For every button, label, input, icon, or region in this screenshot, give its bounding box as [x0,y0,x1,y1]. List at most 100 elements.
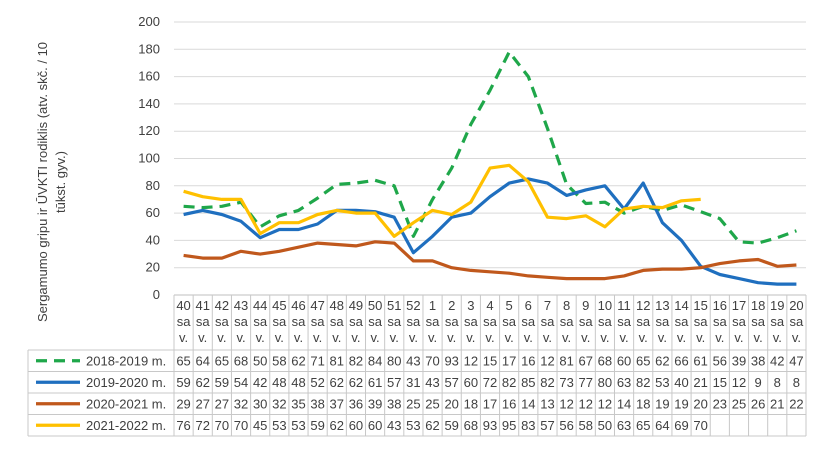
x-tick-suffix-sa: sa [234,314,249,329]
x-tick-suffix-v: v. [275,330,284,345]
x-tick-suffix-v: v. [409,330,418,345]
table-cell-value: 60 [349,418,363,433]
x-tick-suffix-v: v. [236,330,245,345]
table-cell-value: 43 [387,418,401,433]
x-tick-label: 1 [429,298,436,313]
table-cell-value: 32 [272,396,286,411]
table-cell-value: 31 [406,375,420,390]
table-cell-value: 81 [330,353,344,368]
x-tick-suffix-v: v. [677,330,686,345]
x-tick-suffix-sa: sa [579,314,594,329]
table-cell-value: 38 [751,353,765,368]
x-tick-suffix-sa: sa [675,314,690,329]
series-lines [183,50,797,286]
x-tick-suffix-sa: sa [694,314,709,329]
table-cell-value: 19 [655,396,669,411]
x-tick-suffix-sa: sa [560,314,575,329]
x-tick-suffix-sa: sa [368,314,383,329]
x-tick-label: 19 [770,298,784,313]
table-cell-value: 61 [368,375,382,390]
table-cell-value: 59 [176,375,190,390]
x-tick-suffix-sa: sa [196,314,211,329]
table-cell-value: 9 [755,375,762,390]
table-cell-value: 25 [406,396,420,411]
table-cell-value: 59 [310,418,324,433]
table-cell-value: 68 [234,353,248,368]
legend-label-3: 2020-2021 m. [86,396,166,411]
x-tick-suffix-v: v. [217,330,226,345]
x-tick-suffix-sa: sa [541,314,556,329]
table-cell-value: 48 [291,375,305,390]
legend-label-1: 2018-2019 m. [86,353,166,368]
table-cell-value: 17 [483,396,497,411]
x-tick-suffix-v: v. [734,330,743,345]
table-cell-value: 17 [502,353,516,368]
table-cell-value: 62 [425,418,439,433]
table-cell-value: 12 [732,375,746,390]
x-tick-label: 2 [448,298,455,313]
table-cell-value: 77 [579,375,593,390]
x-tick-suffix-v: v. [773,330,782,345]
table-cell-value: 38 [310,396,324,411]
table-cell-value: 84 [368,353,382,368]
table-cell-value: 43 [406,353,420,368]
x-tick-suffix-v: v. [543,330,552,345]
table-cell-value: 65 [176,353,190,368]
table-cell-value: 63 [617,418,631,433]
table-cell-value: 68 [598,353,612,368]
x-tick-label: 10 [598,298,612,313]
table-cell-value: 60 [464,375,478,390]
gridlines [174,21,806,269]
x-tick-suffix-v: v. [332,330,341,345]
y-tick-label: 200 [138,14,160,29]
x-tick-suffix-sa: sa [598,314,613,329]
x-tick-suffix-sa: sa [770,314,785,329]
table-cell-value: 80 [387,353,401,368]
table-cell-value: 53 [655,375,669,390]
x-tick-suffix-sa: sa [330,314,345,329]
legend-label-4: 2021-2022 m. [86,418,166,433]
table-cell-value: 93 [483,418,497,433]
table-cell-value: 57 [444,375,458,390]
x-tick-label: 13 [655,298,669,313]
x-tick-label: 14 [674,298,688,313]
table-cell-value: 93 [444,353,458,368]
table-cell-value: 30 [253,396,267,411]
table-cell-value: 57 [540,418,554,433]
table-cell-value: 70 [215,418,229,433]
table-cell-value: 36 [349,396,363,411]
x-tick-label: 52 [406,298,420,313]
y-tick-label: 60 [146,205,160,220]
y-tick-label: 20 [146,260,160,275]
x-tick-suffix-sa: sa [272,314,287,329]
x-tick-suffix-v: v. [313,330,322,345]
x-tick-label: 44 [253,298,267,313]
x-tick-label: 51 [387,298,401,313]
x-tick-suffix-sa: sa [790,314,805,329]
table-cell-value: 82 [636,375,650,390]
x-tick-label: 16 [713,298,727,313]
table-cell-value: 25 [425,396,439,411]
x-tick-suffix-v: v. [524,330,533,345]
table-cell-value: 81 [559,353,573,368]
data-table: 40sav.41sav.42sav.43sav.44sav.45sav.46sa… [27,294,807,437]
x-tick-suffix-v: v. [428,330,437,345]
y-tick-label: 100 [138,151,160,166]
x-tick-suffix-sa: sa [713,314,728,329]
table-cell-value: 69 [674,418,688,433]
x-tick-label: 50 [368,298,382,313]
x-tick-label: 12 [636,298,650,313]
table-cell-value: 12 [559,396,573,411]
x-tick-suffix-sa: sa [636,314,651,329]
table-cell-value: 18 [636,396,650,411]
x-tick-suffix-sa: sa [751,314,766,329]
table-cell-value: 20 [444,396,458,411]
table-cell-value: 15 [483,353,497,368]
x-tick-suffix-v: v. [390,330,399,345]
table-cell-value: 62 [195,375,209,390]
table-cell-value: 57 [387,375,401,390]
y-tick-label: 120 [138,123,160,138]
table-cell-value: 39 [732,353,746,368]
x-tick-label: 15 [693,298,707,313]
x-tick-suffix-sa: sa [349,314,364,329]
